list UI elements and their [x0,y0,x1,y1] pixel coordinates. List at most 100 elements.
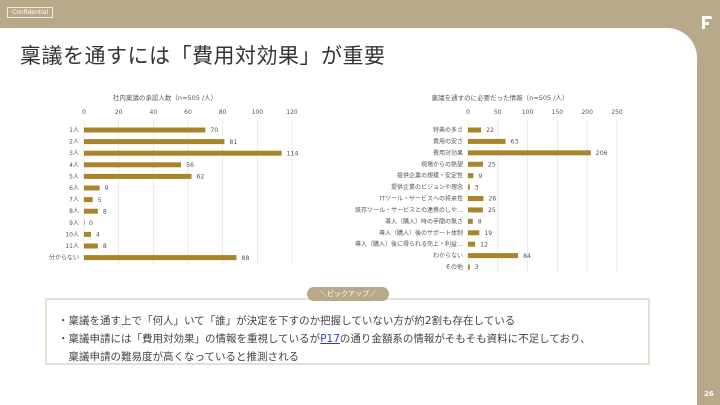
bar [468,173,474,179]
p17-link[interactable]: P17 [320,333,340,345]
data-label: 63 [511,139,519,146]
category-label: 費用対効果 [433,149,463,157]
x-tick-label: 100 [522,109,534,116]
bar [468,230,480,236]
confidential-label: Confidential [7,7,54,18]
x-tick-label: 80 [219,109,227,116]
data-label: 3 [475,184,479,191]
pickup-line-3: 稟議申請の難易度が高くなっていると推測される [58,351,299,363]
brand-logo [702,16,712,29]
x-tick-label: 0 [466,109,470,116]
bar [468,241,476,247]
category-label: 提供企業の規模・安定性 [397,172,463,180]
x-tick-label: 150 [552,109,564,116]
data-label: 88 [242,255,250,262]
bar [84,185,100,191]
category-label: 11人 [65,243,79,250]
bar [468,138,506,144]
category-label: 2人 [69,139,79,146]
data-label: 22 [486,127,494,134]
x-tick-label: 100 [252,109,264,116]
bar [468,253,519,259]
data-label: 25 [488,207,496,214]
data-label: 8 [478,219,482,226]
bar [468,150,591,156]
bar [84,139,225,145]
category-label: ITツール・サービスへの将来性 [380,195,463,203]
data-label: 25 [488,161,496,168]
bar [468,218,473,224]
x-tick-label: 60 [184,109,192,116]
bar [468,264,470,270]
category-label: 導入（購入）時の手間の無さ [385,217,463,225]
data-label: 81 [229,139,237,146]
bar [84,197,93,203]
data-label: 8 [103,243,107,250]
data-label: 9 [105,185,109,192]
bar [468,196,484,202]
data-label: 56 [186,162,194,169]
chart-title: 稟議を通すのに必要だった情報（n=505 /人） [432,93,569,102]
category-label: 7人 [69,197,79,204]
category-label: わからない [433,253,463,260]
pickup-line-2: ・稟議申請には「費用対効果」の情報を重視しているがP17の通り金額系の情報がそも… [58,331,591,346]
data-label: 9 [478,173,482,180]
pickup-line-1: ・稟議を通す上で「何人」いて「誰」が決定を下すのか把握していない方が約2割も存在… [58,315,516,327]
category-label: 3人 [69,150,79,157]
data-label: 84 [523,253,531,260]
category-label: 6人 [69,185,79,192]
chart-title: 社内稟議の承認人数（n=505 /人） [113,93,217,102]
data-label: 12 [480,241,488,248]
data-label: 19 [484,230,492,237]
category-label: 9人 [69,220,79,227]
x-tick-label: 40 [150,109,158,116]
bar [84,127,206,133]
bar [84,220,85,226]
data-label: 114 [287,150,299,157]
page-title: 稟議を通すには「費用対効果」が重要 [20,44,386,68]
category-label: 特典の多さ [433,126,463,134]
bar [468,127,482,133]
bar [84,231,91,237]
x-tick-label: 50 [494,109,502,116]
category-label: 8人 [69,208,79,215]
category-label: 分からない [49,254,79,262]
bar [84,162,182,168]
bar [84,150,282,156]
bar [84,255,237,261]
bar [468,184,470,190]
category-label: 現場からの熱望 [421,160,463,168]
page-number: 26 [704,390,714,398]
category-label: 5人 [69,173,79,180]
data-label: 26 [488,196,496,203]
category-label: その他 [445,263,463,271]
bar [468,207,483,213]
bar [84,173,192,179]
bar [84,208,98,214]
x-tick-label: 200 [581,109,593,116]
pickup-badge: ＼ピックアップ／ [307,287,389,301]
data-label: 62 [196,174,204,181]
slide-panel [0,28,697,405]
category-label: 10人 [65,231,79,238]
x-tick-label: 120 [286,109,298,116]
data-label: 3 [475,264,479,271]
category-label: 1人 [69,127,79,134]
x-tick-label: 0 [82,109,86,116]
data-label: 4 [96,232,100,239]
data-label: 206 [596,150,608,157]
data-label: 5 [98,197,102,204]
bar [84,243,98,249]
data-label: 8 [103,208,107,215]
category-label: 提供企業のビジョンや理念 [391,183,463,191]
pickup-line-2-text: ・稟議申請には「費用対効果」の情報を重視しているが [58,333,321,345]
data-label: 70 [210,127,218,134]
category-label: 導入（購入）後のサポート体制 [379,229,463,237]
category-label: 導入（購入）後に得られる売上・利益… [355,240,463,248]
x-tick-label: 250 [611,109,623,116]
pickup-line-2-rest: の通り金額系の情報がそもそも資料に不足しており、 [339,333,591,345]
category-label: 4人 [69,162,79,169]
category-label: 費用の安さ [433,137,463,145]
data-label: 0 [89,220,93,227]
